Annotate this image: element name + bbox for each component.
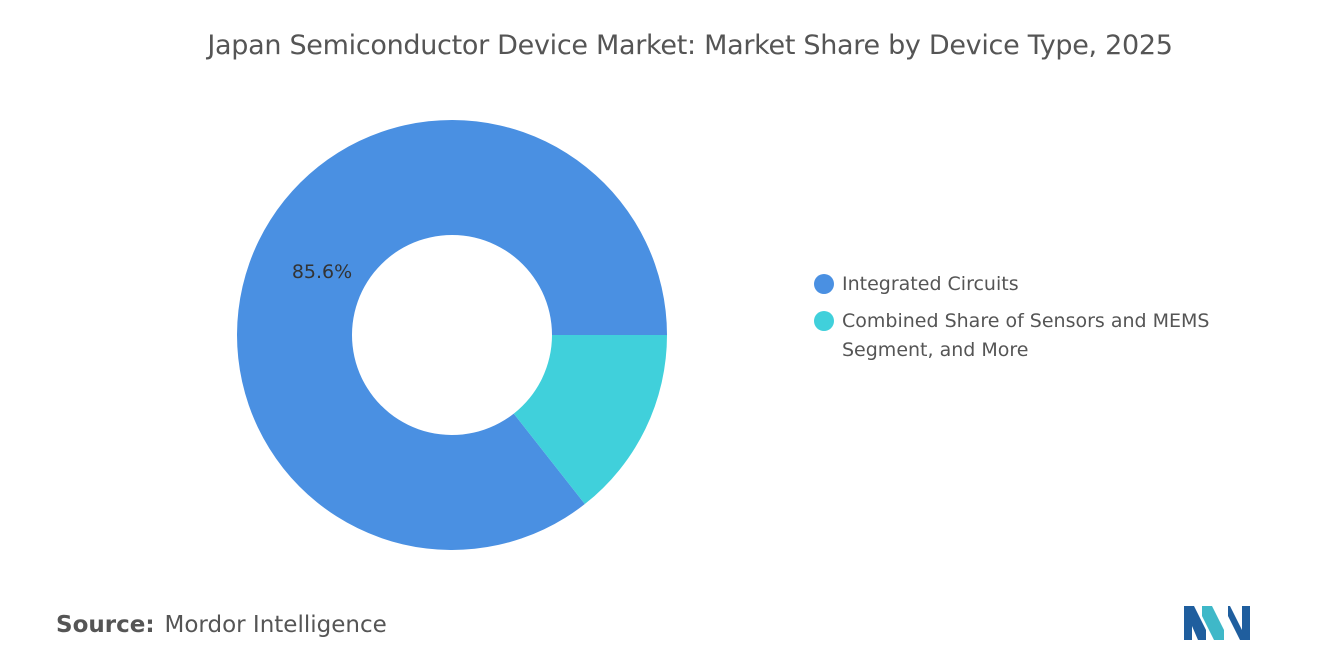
source-label: Source: <box>56 612 155 638</box>
donut-slice <box>236 119 667 551</box>
legend-swatch <box>814 274 834 294</box>
legend-label: Integrated Circuits <box>842 273 1019 295</box>
legend-item: Combined Share of Sensors and MEMS Segme… <box>814 307 1254 365</box>
source-value: Mordor Intelligence <box>164 612 387 638</box>
chart-legend: Integrated Circuits Combined Share of Se… <box>814 270 1254 373</box>
logo-shape <box>1184 606 1206 640</box>
chart-title: Japan Semiconductor Device Market: Marke… <box>207 30 1173 61</box>
legend-swatch <box>814 311 834 331</box>
logo-shape <box>1220 606 1250 640</box>
source-note: Source: Mordor Intelligence <box>56 612 387 638</box>
logo-shape <box>1202 606 1224 640</box>
data-labels: 85.6% <box>292 261 352 283</box>
legend-label: Combined Share of Sensors and MEMS Segme… <box>842 310 1210 361</box>
data-label: 85.6% <box>292 261 352 283</box>
mordor-intelligence-logo-icon <box>1184 606 1250 640</box>
donut-slices <box>236 119 667 551</box>
legend-item: Integrated Circuits <box>814 270 1254 299</box>
donut-slice <box>513 335 667 505</box>
